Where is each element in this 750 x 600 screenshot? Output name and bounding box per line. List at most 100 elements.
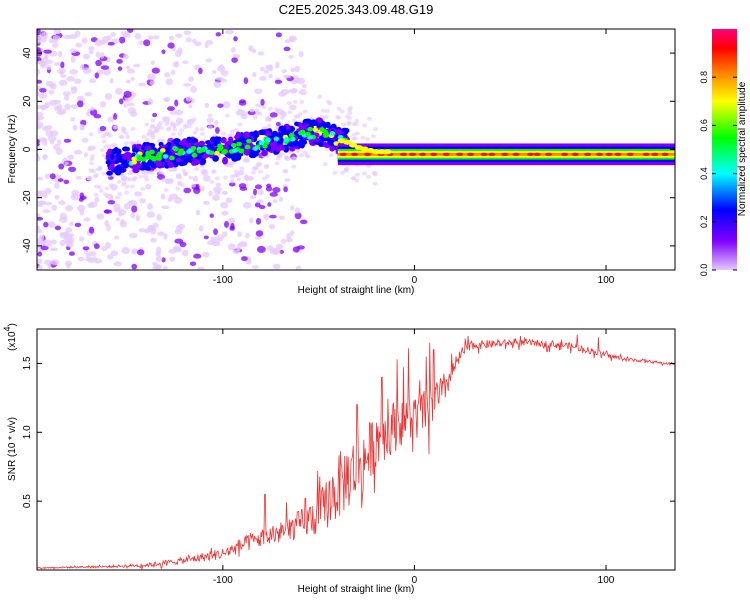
- spectrogram-peak-point: [131, 156, 138, 162]
- spectrogram-peak-point: [307, 126, 313, 132]
- spectrogram-halo-point: [172, 127, 178, 132]
- spectrogram-halo-point: [247, 175, 253, 180]
- spectrogram-noise-point: [44, 187, 52, 195]
- spectrogram-max-point: [364, 152, 372, 156]
- spectrogram-max-point: [661, 152, 669, 156]
- spectrogram-noise-point: [188, 76, 194, 82]
- spectrogram-ridge-point: [277, 136, 283, 143]
- spectrogram-noise-point: [174, 99, 179, 107]
- spectrogram-noise-point: [236, 244, 241, 252]
- spectrogram-noise-point: [63, 138, 72, 143]
- spectrogram-noise-point: [58, 163, 65, 170]
- spectrogram-noise-point: [245, 233, 250, 239]
- spectrogram-halo-point: [362, 171, 368, 176]
- spectrogram-halo-point: [267, 117, 273, 122]
- spectrogram-noise-point: [185, 37, 192, 43]
- spectrogram-noise-point: [233, 36, 238, 42]
- spectrogram-peak-point: [160, 148, 166, 153]
- spectrogram-noise-point: [109, 78, 114, 84]
- spectrogram-noise-point: [257, 51, 265, 56]
- spectrogram-noise-point: [147, 73, 156, 81]
- spectrogram-halo-point: [175, 186, 181, 191]
- spectrogram-noise-point: [248, 45, 254, 52]
- spectrogram-halo-point: [261, 105, 267, 110]
- spectrogram-max-point: [651, 152, 659, 156]
- spectrogram-halo-point: [101, 171, 107, 176]
- spectrogram-halo-point: [98, 188, 104, 193]
- spectrogram-noise-point: [67, 233, 75, 237]
- spectrogram-max-point: [419, 152, 427, 156]
- spectrogram-noise-point: [290, 79, 299, 85]
- spectrogram-noise-point: [289, 104, 297, 111]
- spectrogram-halo-point: [324, 146, 330, 151]
- spectrogram-noise-point: [81, 37, 88, 44]
- spectrogram-halo-point: [366, 174, 372, 179]
- spectrogram-noise-point: [190, 85, 197, 93]
- spectrogram-noise-point: [43, 49, 52, 54]
- spectrogram-noise-point: [115, 87, 123, 95]
- spectrogram-noise-point: [284, 178, 291, 183]
- spectrogram-noise-point: [196, 266, 205, 270]
- spectrogram-noise-point: [198, 225, 204, 232]
- spectrogram-noise-point: [206, 117, 214, 124]
- spectrogram-noise-point: [47, 135, 57, 143]
- spectrogram-noise-point: [278, 215, 285, 220]
- spectrogram-noise-point: [221, 210, 229, 216]
- spectrogram-halo-point: [190, 183, 196, 188]
- spectrogram-noise-point: [83, 217, 91, 222]
- spectrogram-noise-point: [107, 253, 114, 260]
- spectrogram-noise-point: [37, 60, 42, 65]
- spectrogram-noise-point: [40, 245, 49, 251]
- spectrogram-halo-point: [125, 134, 131, 139]
- spectrogram-noise-point: [99, 52, 105, 59]
- colorbar-tick-label: 0.8: [699, 71, 709, 84]
- spectrogram-halo-point: [354, 172, 360, 177]
- spectrogram-max-point: [527, 152, 535, 156]
- spectrogram-noise-point: [298, 88, 307, 96]
- snr-ytick-label: 0.5: [22, 494, 33, 508]
- spectrogram-halo-point: [264, 163, 270, 168]
- spectrogram-peak-point: [299, 129, 306, 135]
- spectrogram-halo-point: [346, 121, 352, 126]
- spectrogram-noise-point: [37, 216, 43, 221]
- spectrogram-ytick-label: -20: [22, 190, 33, 205]
- spectrogram-noise-point: [237, 231, 242, 238]
- spectrogram-halo-point: [135, 140, 141, 145]
- spectrogram-noise-point: [37, 36, 41, 43]
- spectrogram-halo-point: [157, 121, 163, 126]
- spectrogram-noise-point: [152, 112, 158, 118]
- spectrogram-halo-point: [112, 125, 118, 130]
- spectrogram-noise-point: [93, 243, 100, 250]
- spectrogram-noise-point: [94, 39, 103, 47]
- spectrogram-noise-point: [79, 236, 85, 242]
- spectrogram-noise-point: [83, 152, 88, 158]
- spectrogram-halo-point: [102, 192, 108, 197]
- spectrogram-halo-point: [366, 116, 372, 121]
- spectrogram-halo-point: [350, 176, 356, 181]
- spectrogram-noise-point: [37, 201, 42, 207]
- spectrogram-halo-point: [188, 175, 194, 180]
- spectrogram-noise-point: [134, 33, 142, 40]
- spectrogram-max-point: [512, 152, 520, 156]
- snr-panel: -100 0 100 0.5 1.0 1.5 Height of straight lin…: [2, 323, 676, 595]
- spectrogram-noise-point: [254, 184, 263, 190]
- snr-xtick-label: 0: [412, 575, 418, 586]
- spectrogram-noise-point: [275, 243, 284, 250]
- spectrogram-noise-point: [150, 132, 155, 140]
- spectrogram-ytick-label: -40: [22, 238, 33, 253]
- spectrogram-noise-point: [194, 41, 202, 47]
- spectrogram-noise-point: [89, 157, 95, 161]
- spectrogram-noise-point: [37, 176, 44, 181]
- colorbar-tick-label: 0.2: [699, 216, 709, 229]
- spectrogram-noise-point: [202, 175, 211, 182]
- spectrogram-noise-point: [131, 263, 138, 270]
- spectrogram-halo-point: [291, 118, 297, 123]
- spectrogram-noise-point: [255, 230, 264, 237]
- spectrogram-noise-point: [301, 83, 307, 89]
- spectrogram-halo-point: [104, 186, 110, 191]
- spectrogram-max-point: [605, 152, 613, 156]
- spectrogram-noise-point: [208, 190, 213, 197]
- spectrogram-noise-point: [225, 197, 233, 204]
- spectrogram-noise-point: [260, 98, 265, 106]
